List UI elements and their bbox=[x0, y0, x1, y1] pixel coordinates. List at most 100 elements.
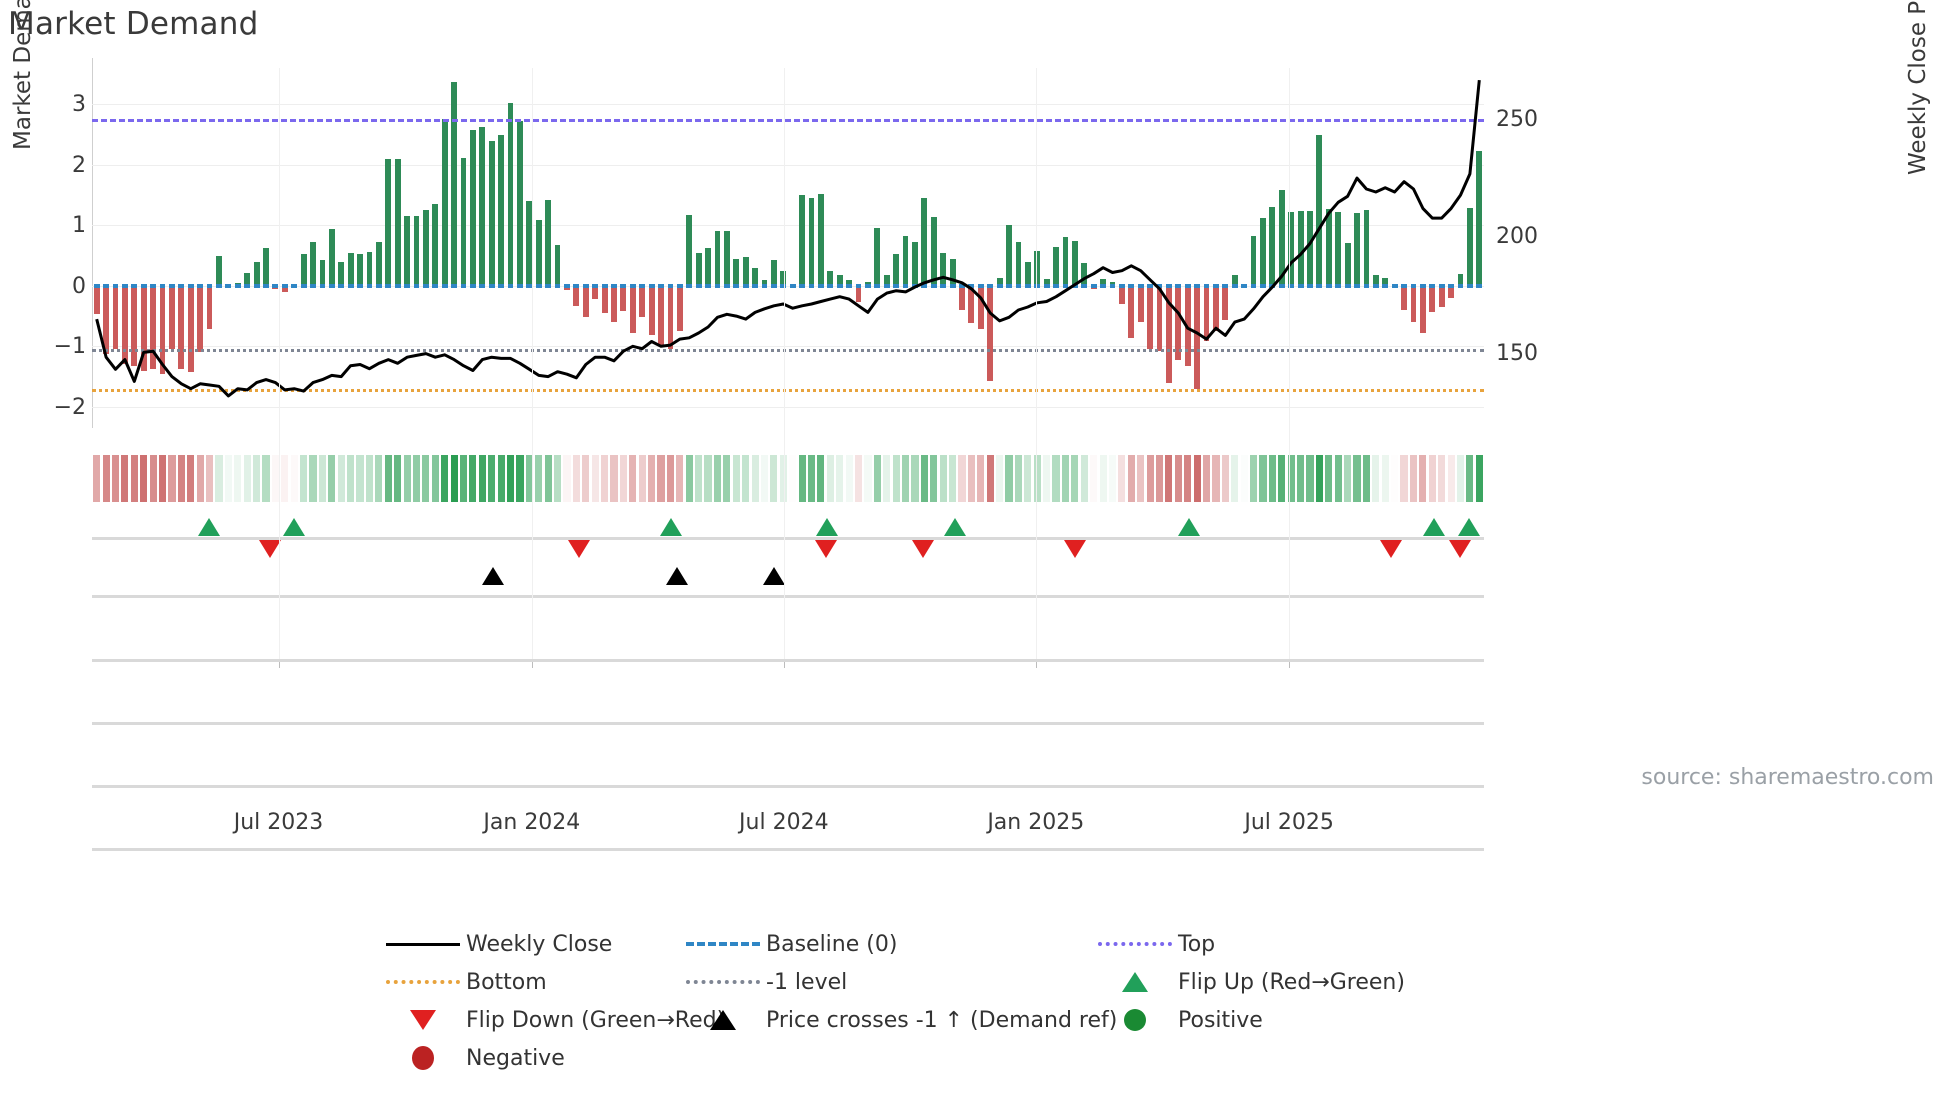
legend-item[interactable]: Flip Down (Green→Red) bbox=[380, 1001, 725, 1039]
legend-item[interactable]: Weekly Close bbox=[380, 925, 725, 963]
strip-cell bbox=[601, 455, 609, 502]
demand-bar bbox=[1156, 285, 1163, 352]
strip-cell bbox=[1061, 455, 1070, 502]
strip-cell bbox=[836, 455, 844, 502]
strip-cell bbox=[1344, 455, 1352, 502]
demand-bar bbox=[1372, 274, 1379, 286]
strip-cell bbox=[1249, 455, 1258, 502]
strip-cell bbox=[742, 455, 750, 502]
demand-bar bbox=[1166, 285, 1172, 383]
baseline-segment bbox=[206, 283, 213, 288]
strip-cell bbox=[1419, 455, 1427, 502]
baseline-segment bbox=[263, 283, 269, 288]
legend-item[interactable]: Flip Up (Red→Green) bbox=[1092, 963, 1405, 1001]
demand-bar bbox=[1316, 134, 1323, 286]
strip-cell bbox=[949, 455, 957, 502]
legend-item[interactable]: Positive bbox=[1092, 1001, 1405, 1039]
demand-bar bbox=[714, 230, 721, 286]
demand-bar bbox=[328, 228, 335, 286]
baseline-segment bbox=[1297, 283, 1304, 288]
lower-rule-3 bbox=[92, 848, 1484, 851]
demand-bar bbox=[112, 285, 119, 350]
demand-bar bbox=[836, 274, 843, 286]
gridline bbox=[92, 225, 1484, 227]
strip-cell bbox=[1146, 455, 1154, 502]
demand-bar bbox=[733, 259, 740, 286]
baseline-segment bbox=[780, 283, 787, 288]
flip-up-marker bbox=[660, 518, 683, 536]
baseline-segment bbox=[883, 283, 890, 288]
baseline-segment bbox=[225, 283, 232, 288]
legend-label: Price crosses -1 ↑ (Demand ref) bbox=[766, 1007, 1118, 1033]
strip-cell bbox=[582, 455, 590, 502]
strip-cell bbox=[996, 455, 1004, 502]
solid-line-black-icon bbox=[380, 925, 466, 963]
baseline-segment bbox=[1043, 283, 1050, 288]
strip-cell bbox=[1456, 455, 1465, 502]
gridline bbox=[92, 104, 1484, 106]
demand-bar bbox=[1100, 278, 1106, 286]
y-tick-label: −2 bbox=[53, 394, 86, 420]
baseline-segment bbox=[328, 283, 335, 288]
strip-cell bbox=[553, 455, 562, 502]
legend-item[interactable]: Bottom bbox=[380, 963, 725, 1001]
strip-cell bbox=[187, 455, 195, 502]
legend-item[interactable]: Price crosses -1 ↑ (Demand ref) bbox=[680, 1001, 1117, 1039]
flip-up-marker bbox=[1422, 518, 1445, 536]
gridline bbox=[92, 346, 1484, 348]
strip-cell bbox=[1014, 455, 1022, 502]
strip-cell bbox=[723, 455, 731, 502]
strip-cell bbox=[685, 455, 693, 502]
demand-bar bbox=[517, 120, 523, 286]
baseline-segment bbox=[1090, 283, 1097, 288]
demand-bar bbox=[357, 254, 363, 286]
strip-cell bbox=[365, 455, 374, 502]
baseline-segment bbox=[1213, 283, 1219, 288]
demand-bar bbox=[818, 193, 824, 286]
baseline-segment bbox=[1166, 283, 1172, 288]
legend-item[interactable]: Baseline (0) bbox=[680, 925, 1117, 963]
demand-bar bbox=[187, 285, 194, 373]
demand-bar bbox=[564, 285, 570, 291]
strip-cell bbox=[629, 455, 637, 502]
strip-cell bbox=[770, 455, 778, 502]
baseline-segment bbox=[526, 283, 533, 288]
demand-bar bbox=[1344, 243, 1351, 286]
strip-cell bbox=[1268, 455, 1276, 502]
x-gridline bbox=[783, 68, 785, 659]
baseline-segment bbox=[244, 283, 251, 288]
baseline-segment bbox=[1372, 283, 1379, 288]
demand-bar bbox=[178, 285, 185, 370]
legend-item[interactable]: -1 level bbox=[680, 963, 1117, 1001]
strip-cell bbox=[224, 455, 232, 502]
gridline bbox=[92, 285, 1484, 287]
demand-bar bbox=[366, 251, 373, 286]
baseline-segment bbox=[517, 283, 523, 288]
strip-cell bbox=[798, 455, 806, 502]
strip-cell bbox=[911, 455, 919, 502]
x-tick-label: Jan 2024 bbox=[483, 810, 581, 835]
strip-cell bbox=[1409, 455, 1418, 502]
demand-bar bbox=[1043, 279, 1050, 286]
demand-bar bbox=[1231, 274, 1238, 286]
strip-cell bbox=[1005, 455, 1013, 502]
x-tick-label: Jul 2023 bbox=[233, 810, 324, 835]
gridline bbox=[92, 406, 1484, 408]
demand-bar bbox=[394, 158, 401, 286]
demand-bar bbox=[1222, 285, 1229, 320]
demand-bar bbox=[385, 158, 392, 286]
baseline-segment bbox=[893, 283, 900, 288]
baseline-segment bbox=[1335, 283, 1342, 288]
demand-bar bbox=[865, 281, 871, 286]
legend-item[interactable]: Negative bbox=[380, 1039, 725, 1077]
demand-bar bbox=[122, 285, 128, 365]
baseline-segment bbox=[808, 283, 815, 288]
baseline-segment bbox=[432, 283, 439, 288]
baseline-segment bbox=[949, 283, 956, 288]
legend-item[interactable]: Top bbox=[1092, 925, 1405, 963]
demand-bar bbox=[1297, 210, 1304, 286]
flip-down-marker bbox=[1449, 540, 1472, 558]
strip-cell bbox=[920, 455, 928, 502]
strip-cell bbox=[262, 455, 270, 502]
demand-bar bbox=[940, 252, 947, 286]
